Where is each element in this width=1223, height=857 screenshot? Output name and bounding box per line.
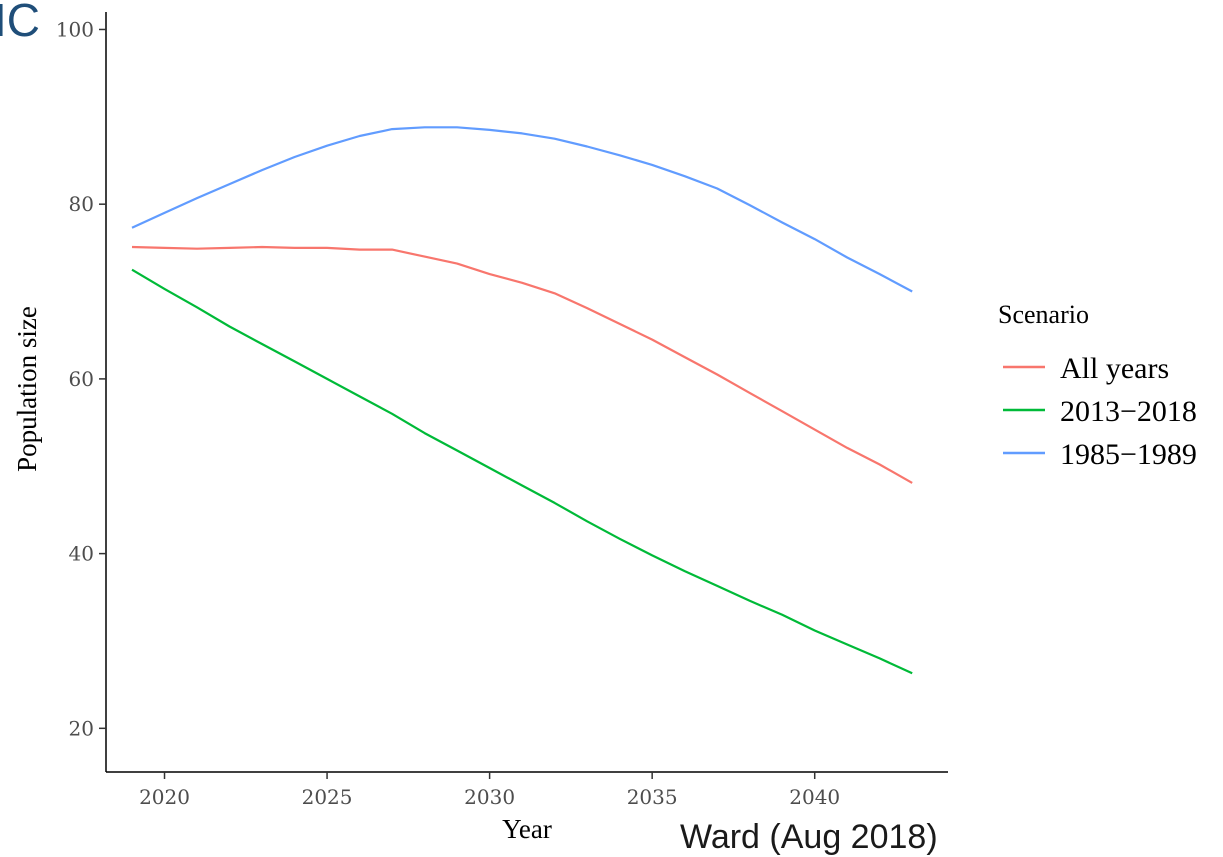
x-tick-label: 2030 [464,785,515,809]
y-tick-label: 40 [69,542,94,566]
x-axis-ticks: 2020 2025 2030 2035 2040 [139,772,840,809]
series-line-3 [131,126,913,293]
legend-label: 2013−2018 [1060,395,1197,428]
corner-label: IC [0,0,40,46]
series-line-2 [131,268,913,675]
legend-items: All years 2013−2018 1985−1989 [1003,352,1197,471]
series-line-1 [131,245,913,484]
legend-title: Scenario [998,300,1089,329]
x-tick-label: 2035 [627,785,678,809]
legend-label: All years [1060,352,1169,385]
series-lines [131,126,913,675]
y-tick-label: 100 [56,17,94,41]
y-tick-label: 60 [69,367,94,391]
legend-label: 1985−1989 [1060,438,1197,471]
credit-label: Ward (Aug 2018) [680,818,938,856]
y-tick-label: 20 [69,716,94,740]
x-axis-title: Year [502,814,552,844]
y-axis-title: Population size [12,306,42,472]
legend: Scenario All years 2013−2018 1985−1989 [998,300,1197,471]
y-axis-ticks: 20 40 60 80 100 [56,17,106,740]
x-tick-label: 2025 [302,785,353,809]
x-tick-label: 2020 [139,785,190,809]
y-tick-label: 80 [69,192,94,216]
x-tick-label: 2040 [789,785,840,809]
